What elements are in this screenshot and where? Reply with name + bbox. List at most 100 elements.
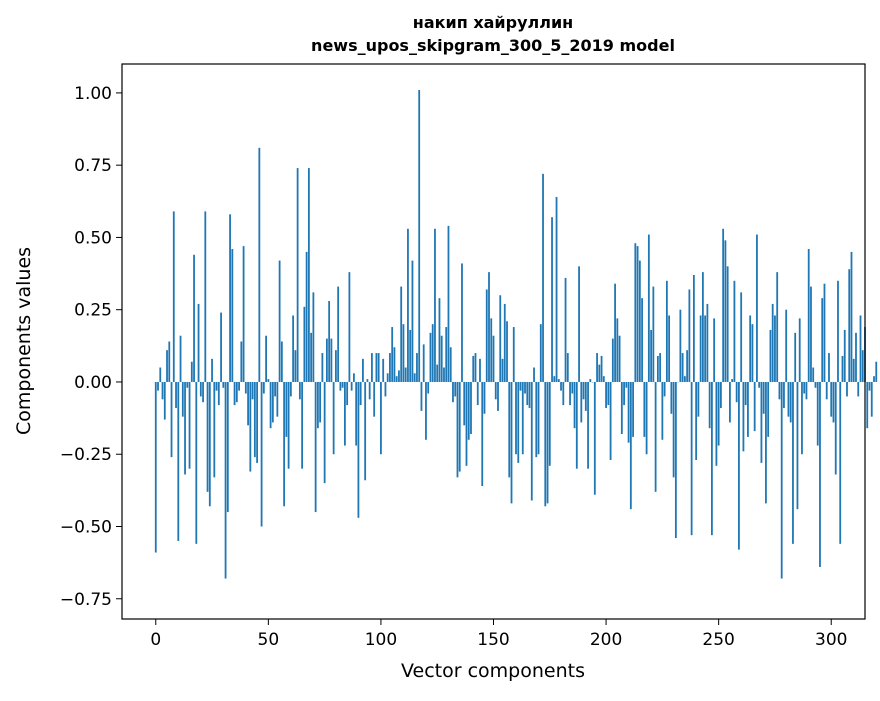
bar [265,336,267,382]
bar [824,284,826,382]
bar [202,382,204,402]
bar [238,382,240,391]
bar [673,382,675,477]
y-tick-label: −0.25 [60,445,112,465]
bar [756,235,758,382]
bar [812,368,814,382]
bar [211,359,213,382]
bar [421,382,423,411]
bar [837,281,839,382]
bar [247,382,249,425]
bar [391,327,393,382]
bar [526,382,528,405]
bar [488,272,490,382]
bar [522,382,524,454]
bar [441,336,443,382]
x-axis-label: Vector components [401,660,585,682]
bar [857,382,859,396]
bar [792,382,794,544]
bar [328,301,330,382]
bar [833,382,835,422]
bar [675,382,677,538]
bar [736,382,738,402]
bar [765,382,767,503]
bar [562,382,564,405]
x-tick-label: 250 [702,630,734,650]
bar [403,324,405,382]
bar [319,382,321,422]
bar [688,289,690,382]
bar [704,315,706,381]
bar [385,382,387,396]
bar [709,382,711,428]
bar [826,382,828,399]
bar [605,382,607,408]
bar [457,382,459,477]
bar [400,287,402,382]
bar [220,313,222,382]
bar [324,382,326,483]
bar [535,382,537,457]
y-axis-label: Components values [13,247,35,435]
bar [614,284,616,382]
bar [797,382,799,509]
bar [830,382,832,417]
bar [632,382,634,437]
bar [601,356,603,382]
bar [740,292,742,382]
bar [725,240,727,382]
bar [477,382,479,405]
bar [551,217,553,382]
bar [448,226,450,382]
bar [292,315,294,381]
bar [871,382,873,417]
bar [195,382,197,544]
x-tick-label: 150 [477,630,509,650]
bar [574,382,576,428]
bar [499,295,501,382]
bar [752,324,754,382]
x-tick-label: 100 [365,630,397,650]
bar [594,382,596,495]
bar [459,382,461,472]
bar [281,342,283,382]
bar [353,373,355,382]
bar [358,382,360,518]
bar [817,382,819,446]
bar [294,350,296,382]
bar [180,336,182,382]
bar [484,382,486,414]
bar [873,376,875,382]
bar [299,382,301,399]
bar [261,382,263,527]
bar [770,330,772,382]
bar [776,272,778,382]
bar [520,382,522,391]
bar [463,382,465,425]
bar [362,359,364,382]
bar [225,382,227,579]
bar [173,211,175,382]
bar [691,382,693,535]
bar [452,382,454,402]
bar [186,382,188,388]
bar [189,382,191,469]
bar [461,263,463,382]
bar [815,382,817,388]
bar [308,168,310,382]
bar [810,287,812,382]
bar [418,90,420,382]
bar [533,368,535,382]
bar [569,382,571,405]
bar [835,382,837,475]
bar [529,382,531,408]
bar [340,382,342,391]
bar [828,353,830,382]
bar [747,382,749,437]
bar [702,272,704,382]
bar [191,362,193,382]
bar [312,292,314,382]
bar [412,261,414,382]
bar [263,382,265,394]
bar [682,353,684,382]
